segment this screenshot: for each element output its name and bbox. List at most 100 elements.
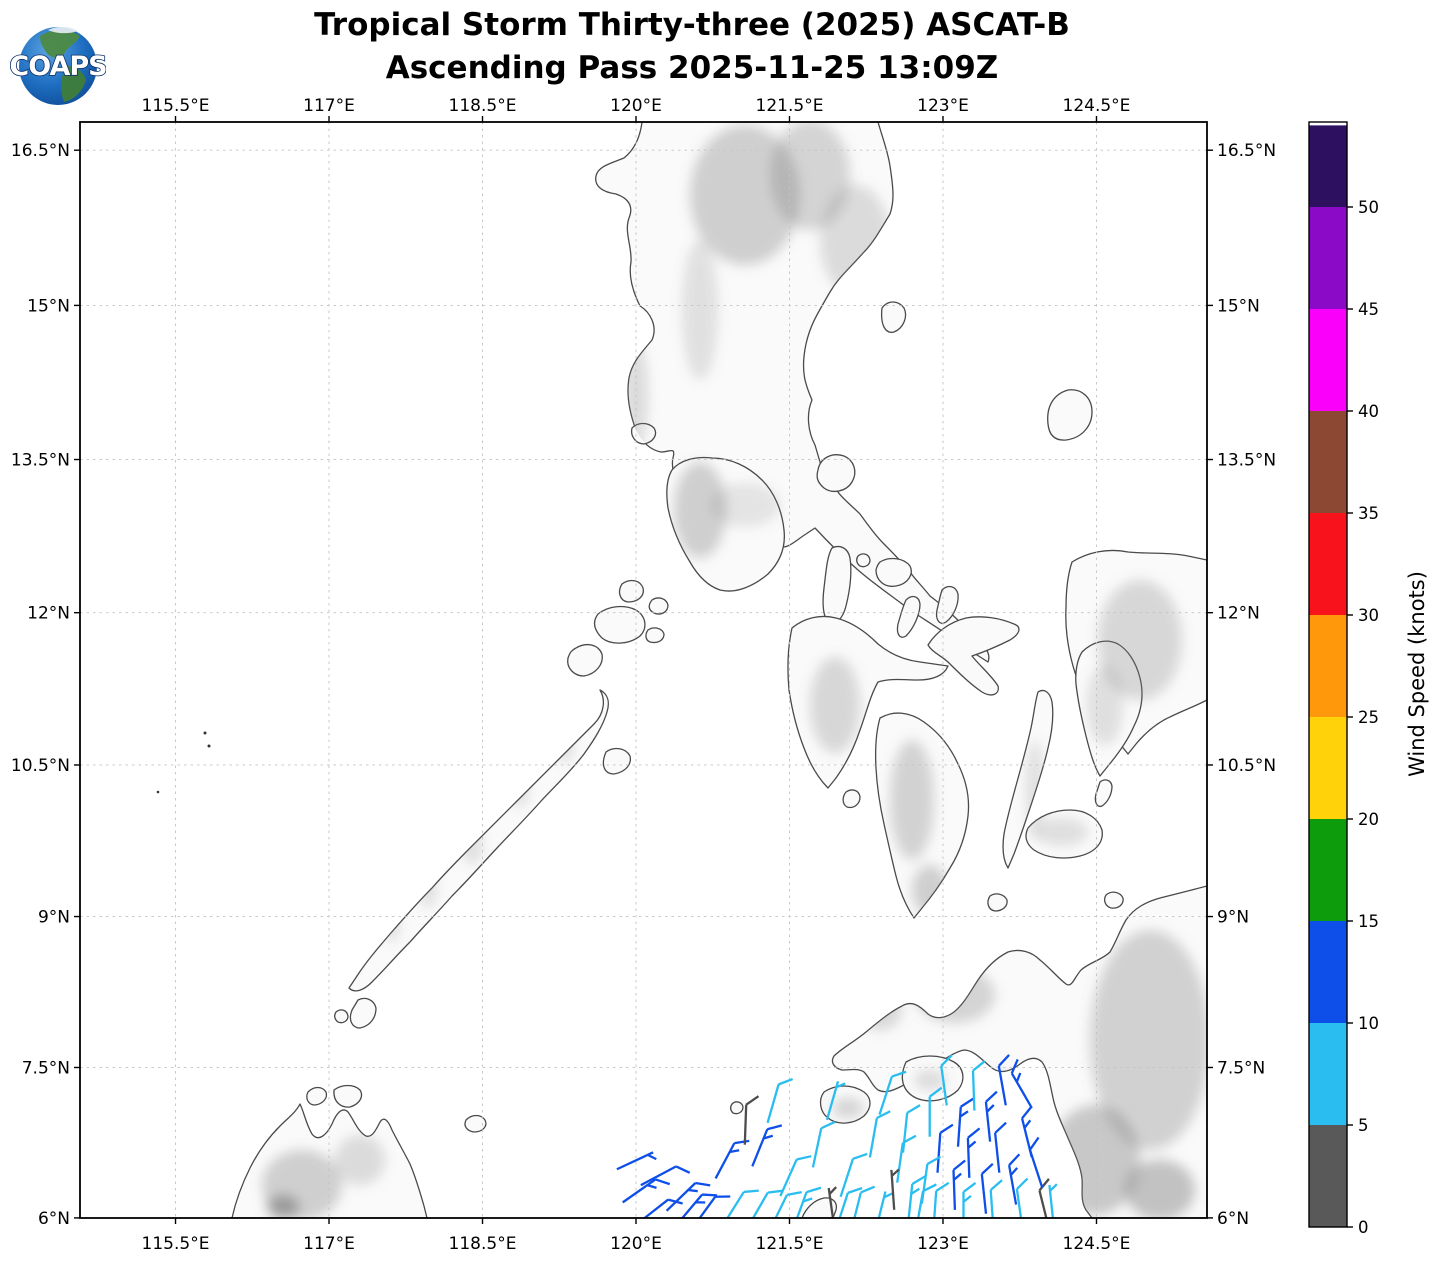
y-tick-label-left: 13.5°N [11,451,70,471]
island-busuanga [593,605,646,644]
wind-barb-glyph [1028,1136,1044,1189]
wind-barb-glyph [971,1060,986,1111]
wind-barb-glyph [640,1165,691,1187]
wind-barb [1007,1153,1021,1205]
gridlines [80,122,1207,1218]
islet-speck [207,744,211,748]
wind-barb [768,1190,802,1218]
colorbar-tick-label: 35 [1358,504,1379,523]
map-frame [79,121,1208,1219]
island-sibuyan [875,557,912,587]
wind-barb [940,1054,953,1106]
wind-barb [928,1086,943,1137]
wind-barb [827,1186,837,1218]
wind-barb [811,1120,836,1168]
globe-polar-cap [48,26,78,34]
wind-barb-glyph [936,1123,954,1173]
wind-barb-glyph [896,1134,917,1183]
wind-barb [850,1185,876,1218]
wind-barb [675,1193,718,1218]
island-balabac-2 [334,1009,349,1024]
wind-barb [766,1077,794,1124]
wind-barb [920,1155,942,1204]
axis-ticks-and-labels: 115.5°E 115.5°E 117°E 117°E 118.5°E 118.5°E 12… [11,96,1276,1254]
wind-barb-glyph [874,1191,894,1218]
wind-barb-glyph [956,1097,975,1147]
colorbar-tick-label: 30 [1358,606,1379,625]
x-tick-label-bottom: 118.5°E [449,1234,517,1254]
wind-barb [690,1195,731,1218]
coaps-logo: COAPS [10,26,106,105]
wind-barb [971,1060,986,1111]
wind-barb [1048,1183,1058,1218]
wind-barb-glyph [989,1179,1003,1218]
wind-barb-glyph [868,1110,891,1158]
wind-barb-glyph [839,1152,868,1198]
wind-barb-glyph [766,1077,794,1124]
x-tick-label-top: 117°E [303,96,355,116]
island-banggi [306,1086,328,1106]
colorbar-bin-10-15 [1309,921,1347,1023]
wind-barb-glyph [1048,1183,1058,1218]
x-tick-label-top: 121.5°E [756,96,824,116]
wind-barb-glyph [952,1159,966,1210]
wind-barb [839,1152,868,1198]
y-tick-label-left: 12°N [27,604,70,624]
wind-barb [751,1124,783,1167]
island-marinduque [816,454,856,493]
wind-barb [746,1189,783,1218]
island-culion [567,643,603,677]
globe-land-north [40,30,80,58]
island-semirara [618,579,644,603]
wind-barb [791,1186,822,1218]
y-tick-label-left: 7.5°N [22,1058,70,1078]
wind-barb [890,1168,900,1210]
colorbar-bin-40-45 [1309,309,1347,411]
colorbar-tick-label: 45 [1358,300,1379,319]
wind-barb-glyph [940,1054,953,1106]
island-coron [645,627,665,644]
chart-title-block: Tropical Storm Thirty-three (2025) ASCAT… [80,4,1304,91]
wind-barb [997,1054,1010,1106]
y-tick-label-right: 15°N [1217,296,1260,316]
colorbar: 0 5 10 15 20 25 30 35 40 45 50 Wind Speed (knots) [1308,121,1429,1237]
wind-barb [952,1159,966,1210]
wind-barb-glyph [827,1186,837,1218]
colorbar-bin-5-10 [1309,1023,1347,1125]
x-tick-label-bottom: 124.5°E [1063,1234,1131,1254]
wind-barb-glyph [665,1181,711,1212]
y-tick-label-right: 6°N [1217,1209,1249,1229]
chart-title-line1: Tropical Storm Thirty-three (2025) ASCAT… [314,7,1070,43]
map-land-layer [156,122,1207,1218]
wind-barb-glyph [878,1070,907,1115]
island-camiguin [1103,891,1124,909]
wind-barb [665,1181,711,1212]
wind-barb [721,1189,759,1218]
y-tick-label-right: 12°N [1217,604,1260,624]
colorbar-tick-label: 50 [1358,198,1379,217]
wind-barb [874,1191,894,1218]
wind-barb [966,1127,981,1178]
island-caluya [648,597,669,615]
wind-barb-glyph [966,1127,981,1178]
wind-barb-glyph [746,1189,783,1218]
colorbar-bin-45-50 [1309,207,1347,309]
wind-barb-glyph [743,1095,760,1145]
wind-barb [1010,1059,1033,1109]
wind-barb-glyph [721,1189,759,1218]
wind-barb [616,1151,657,1171]
colorbar-tick-label: 20 [1358,810,1379,829]
y-tick-label-right: 9°N [1217,908,1249,928]
wind-barb-glyph [622,1178,671,1204]
island-guimaras [842,789,861,809]
wind-barb [956,1097,975,1147]
wind-barb-glyph [690,1195,731,1218]
island-romblon [856,553,871,568]
wind-barb-glyph [675,1193,718,1218]
wind-barb-glyph [1038,1178,1051,1218]
island-panaon [1094,779,1113,808]
y-tick-label-left: 16.5°N [11,141,70,161]
wind-barb-glyph [901,1104,921,1153]
